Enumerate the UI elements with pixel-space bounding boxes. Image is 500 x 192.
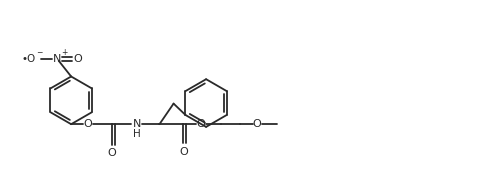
Text: N: N — [133, 119, 141, 129]
Text: O: O — [108, 148, 116, 158]
Text: H: H — [134, 129, 141, 139]
Text: O: O — [84, 119, 92, 129]
Text: N: N — [53, 54, 61, 64]
Text: O: O — [179, 147, 188, 157]
Text: •O: •O — [21, 54, 35, 64]
Text: O: O — [252, 119, 262, 129]
Text: +: + — [62, 48, 68, 57]
Text: O: O — [197, 119, 205, 129]
Text: O: O — [74, 54, 82, 64]
Text: −: − — [36, 48, 43, 57]
